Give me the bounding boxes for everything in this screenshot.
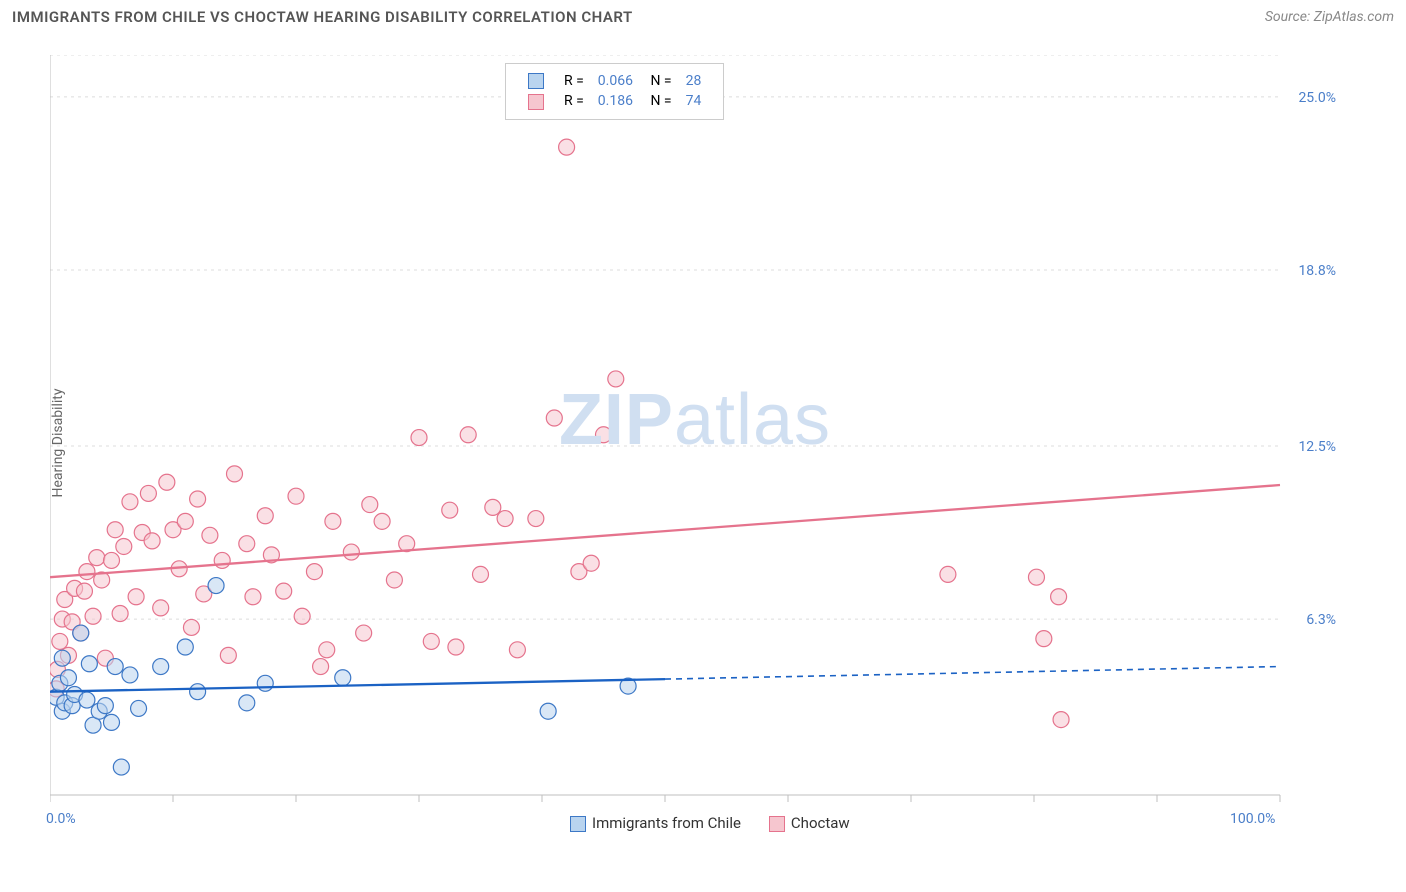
svg-text:12.5%: 12.5% bbox=[1298, 439, 1336, 455]
header-bar: IMMIGRANTS FROM CHILE VS CHOCTAW HEARING… bbox=[0, 0, 1406, 30]
source-label: Source: ZipAtlas.com bbox=[1265, 9, 1394, 25]
x-axis-max-label: 100.0% bbox=[1230, 811, 1275, 827]
svg-text:25.0%: 25.0% bbox=[1298, 90, 1336, 106]
scatter-chart: 6.3% 12.5% 18.8% 25.0% bbox=[50, 55, 1340, 815]
legend-item: Choctaw bbox=[769, 814, 850, 832]
legend-item: Immigrants from Chile bbox=[570, 814, 741, 832]
chart-area: Hearing Disability ZIPatlas 6.3%12.5%18.… bbox=[50, 55, 1340, 815]
svg-text:6.3%: 6.3% bbox=[1306, 612, 1336, 628]
svg-text:18.8%: 18.8% bbox=[1298, 263, 1336, 279]
x-axis-min-label: 0.0% bbox=[46, 811, 76, 827]
y-axis-label: Hearing Disability bbox=[50, 389, 66, 498]
legend-correlation: R =0.066 N =28R =0.186 N =74 bbox=[505, 63, 724, 120]
legend-series: Immigrants from Chile Choctaw bbox=[570, 814, 850, 832]
chart-title: IMMIGRANTS FROM CHILE VS CHOCTAW HEARING… bbox=[12, 8, 633, 26]
